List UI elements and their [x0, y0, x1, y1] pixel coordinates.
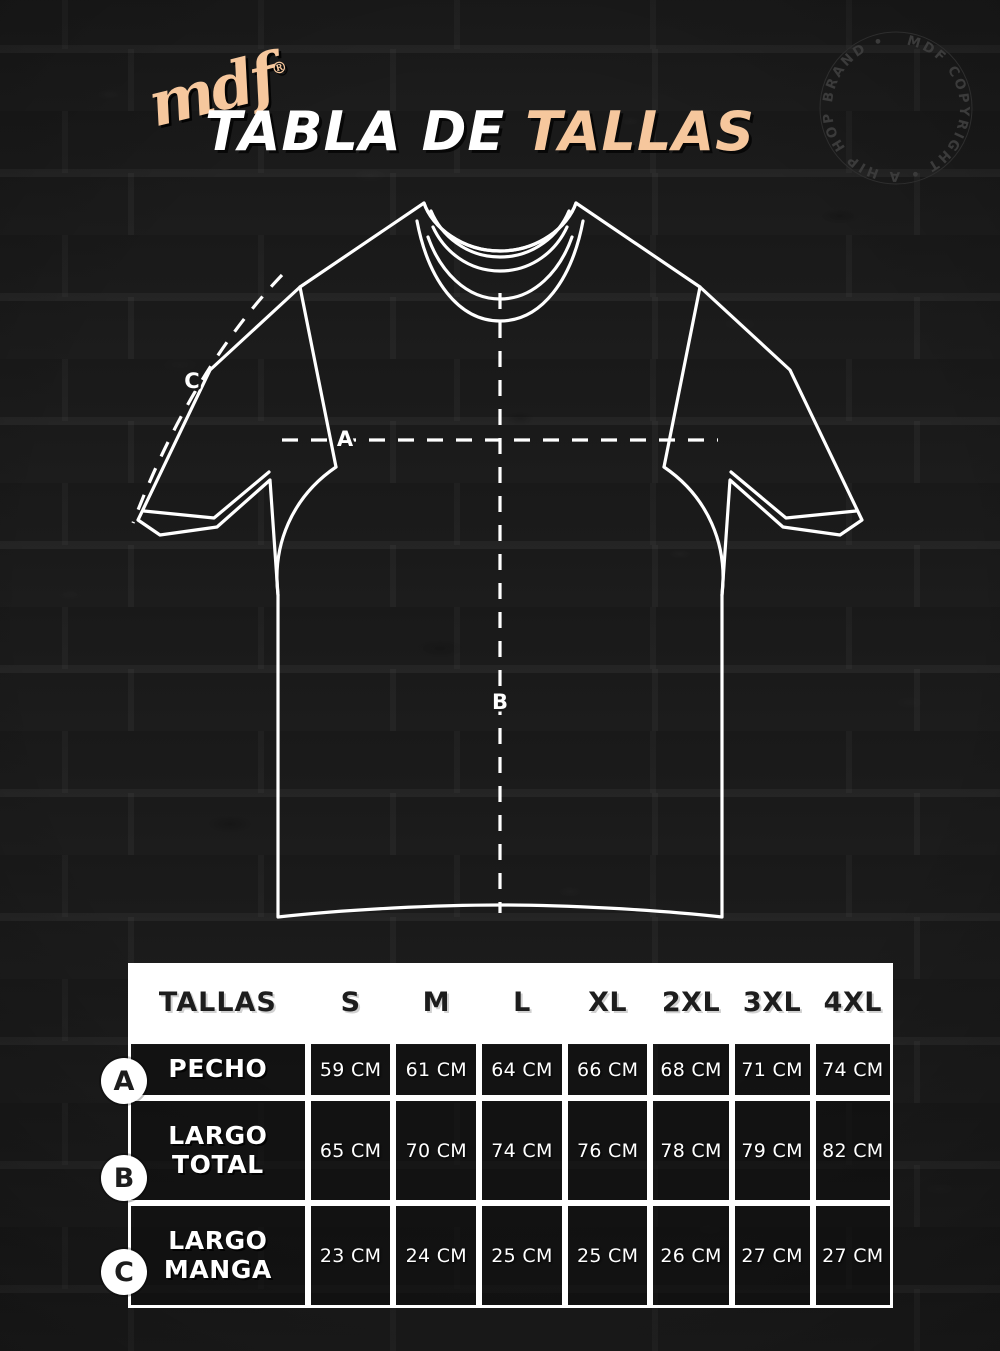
row-label-largo-manga: LARGO MANGA	[128, 1203, 308, 1308]
collar-band-line-2	[431, 225, 569, 273]
row-label-largo-total: LARGO TOTAL	[128, 1098, 308, 1204]
column-header-m: M	[393, 963, 480, 1041]
left-shoulder-seam	[298, 285, 338, 469]
measure-label-c: C	[184, 369, 199, 393]
tshirt-outline	[136, 201, 864, 919]
row-badge-b: B	[101, 1155, 147, 1201]
cell-largo-manga-s: 23 CM	[307, 1203, 394, 1308]
column-header-2xl: 2XL	[650, 963, 732, 1041]
column-header-s: S	[307, 963, 394, 1041]
right-armhole-seam	[662, 465, 725, 597]
page-title-part1: TABLA DE	[205, 100, 526, 163]
cell-largo-total-s: 65 CM	[307, 1098, 394, 1204]
column-header-4xl: 4XL	[812, 963, 893, 1041]
cell-pecho-xl: 66 CM	[564, 1041, 651, 1099]
cell-largo-total-l: 74 CM	[479, 1098, 565, 1204]
table-row: LARGO TOTAL 65 CM 70 CM 74 CM 76 CM 78 C…	[128, 1098, 893, 1204]
copyright-stamp-badge: MDF COPYRIGHT • A HIP HOP BRAND •	[810, 22, 982, 194]
measure-line-a: A	[282, 425, 718, 454]
row-label-line1: PECHO	[168, 1054, 268, 1084]
right-shoulder-seam	[662, 285, 702, 469]
row-badge-c: C	[101, 1249, 147, 1295]
cell-largo-total-3xl: 79 CM	[731, 1098, 813, 1204]
table-row: LARGO MANGA 23 CM 24 CM 25 CM 25 CM 26 C…	[128, 1203, 893, 1308]
size-table-header: TALLAS S M L XL 2XL 3XL 4XL	[128, 963, 893, 1041]
cell-largo-manga-m: 24 CM	[393, 1203, 480, 1308]
cell-largo-total-4xl: 82 CM	[812, 1098, 893, 1204]
page-title-part2: TALLAS	[525, 100, 756, 163]
cell-pecho-l: 64 CM	[479, 1041, 565, 1099]
cell-largo-total-xl: 76 CM	[564, 1098, 651, 1204]
cell-pecho-m: 61 CM	[393, 1041, 480, 1099]
collar-outer-curve	[415, 219, 585, 323]
table-row: PECHO 59 CM 61 CM 64 CM 66 CM 68 CM 71 C…	[128, 1041, 893, 1099]
row-label-line1: LARGO	[168, 1121, 268, 1151]
cell-pecho-4xl: 74 CM	[812, 1041, 893, 1099]
cell-pecho-2xl: 68 CM	[650, 1041, 732, 1099]
size-table: TALLAS S M L XL 2XL 3XL 4XL PECHO 59 CM …	[128, 963, 893, 1308]
row-label-line2: TOTAL	[172, 1149, 264, 1179]
cell-largo-total-m: 70 CM	[393, 1098, 480, 1204]
page-header: mdf® TABLA DE TALLAS MDF COPYRIGHT • A H…	[0, 0, 1000, 190]
size-table-body: PECHO 59 CM 61 CM 64 CM 66 CM 68 CM 71 C…	[128, 1041, 893, 1308]
right-sleeve-cuff	[729, 470, 858, 520]
collar-neck-opening	[422, 201, 578, 253]
cell-largo-total-2xl: 78 CM	[650, 1098, 732, 1204]
size-table-container: A B C TALLAS S M L XL 2X	[101, 963, 893, 1308]
left-sleeve-cuff	[142, 470, 271, 520]
left-armhole-seam	[275, 465, 338, 597]
row-label-line1: LARGO	[168, 1225, 268, 1255]
row-label-pecho: PECHO	[128, 1041, 308, 1099]
registered-mark-icon: ®	[269, 56, 290, 79]
cell-largo-manga-3xl: 27 CM	[731, 1203, 813, 1308]
row-badge-a: A	[101, 1058, 147, 1104]
cell-largo-manga-l: 25 CM	[479, 1203, 565, 1308]
cell-largo-manga-4xl: 27 CM	[812, 1203, 893, 1308]
page-title: TABLA DE TALLAS	[205, 105, 755, 159]
column-header-xl: XL	[564, 963, 651, 1041]
measure-line-c: C	[131, 273, 284, 524]
measure-line-b: B	[489, 293, 511, 913]
table-header-row: TALLAS S M L XL 2XL 3XL 4XL	[128, 963, 893, 1041]
column-header-tallas: TALLAS	[128, 963, 308, 1041]
cell-pecho-s: 59 CM	[307, 1041, 394, 1099]
column-header-l: L	[479, 963, 565, 1041]
cell-largo-manga-2xl: 26 CM	[650, 1203, 732, 1308]
collar-band-line-3	[426, 235, 574, 301]
column-header-3xl: 3XL	[731, 963, 813, 1041]
cell-pecho-3xl: 71 CM	[731, 1041, 813, 1099]
measure-label-b: B	[492, 690, 508, 714]
collar-band-line-1	[429, 209, 571, 259]
row-label-line2: MANGA	[163, 1254, 272, 1284]
tshirt-diagram: A B C	[0, 175, 1000, 965]
measure-label-a: A	[337, 427, 354, 451]
cell-largo-manga-xl: 25 CM	[564, 1203, 651, 1308]
